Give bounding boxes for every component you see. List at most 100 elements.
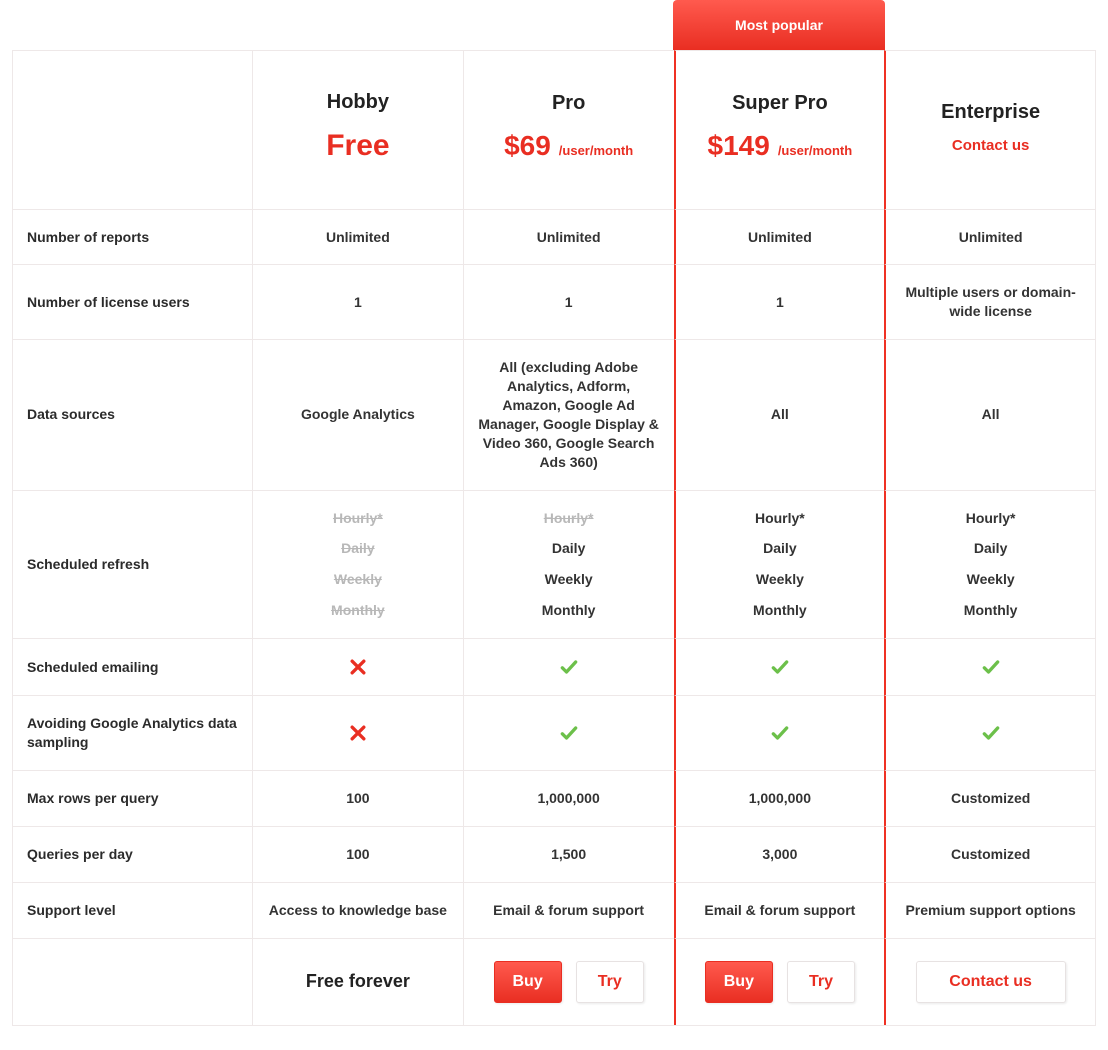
feature-cell: Access to knowledge base	[252, 882, 463, 938]
feature-value: Email & forum support	[704, 901, 855, 920]
pricing-table-wrap: Most popular Hobby Free Pro $69 /user/mo…	[0, 0, 1108, 1050]
feature-cell	[884, 695, 1095, 770]
feature-cell: 1,000,000	[674, 770, 885, 826]
feature-value: Access to knowledge base	[269, 901, 447, 920]
plan-price-per: /user/month	[559, 142, 633, 160]
feature-cell: All	[674, 339, 885, 489]
feature-cell: Hourly* Daily Weekly Monthly	[674, 490, 885, 639]
check-icon	[559, 723, 579, 743]
feature-value: Premium support options	[905, 901, 1075, 920]
plan-header: Enterprise Contact us	[884, 50, 1095, 209]
feature-value: Unlimited	[748, 228, 812, 247]
feature-label: Scheduled emailing	[12, 638, 252, 695]
feature-cell: 100	[252, 770, 463, 826]
feature-cell: Unlimited	[463, 209, 674, 265]
feature-cell: Hourly*DailyWeeklyMonthly	[884, 490, 1095, 639]
feature-cell	[674, 695, 885, 770]
check-icon	[981, 723, 1001, 743]
feature-cell: Unlimited	[252, 209, 463, 265]
buy-button[interactable]: Buy	[494, 961, 562, 1003]
feature-label: Max rows per query	[12, 770, 252, 826]
free-forever-label: Free forever	[306, 969, 410, 993]
plan-price: $69	[504, 127, 551, 165]
check-icon	[559, 657, 579, 677]
refresh-option: Monthly	[542, 601, 596, 620]
contact-button[interactable]: Contact us	[916, 961, 1066, 1003]
badge-spacer	[252, 0, 463, 50]
badge-spacer	[12, 0, 252, 50]
refresh-option: Weekly	[334, 570, 382, 589]
try-button[interactable]: Try	[787, 961, 855, 1003]
feature-label: Scheduled refresh	[12, 490, 252, 639]
feature-value: 1,000,000	[537, 789, 599, 808]
plan-name: Super Pro	[732, 90, 828, 117]
feature-cell: Multiple users or domain-wide license	[884, 264, 1095, 339]
plan-price: $149	[708, 127, 770, 165]
feature-label: Data sources	[12, 339, 252, 489]
feature-value: All	[771, 405, 789, 424]
feature-cell	[252, 638, 463, 695]
plan-cta-cell: Free forever	[252, 938, 463, 1025]
feature-value: 3,000	[762, 845, 797, 864]
refresh-option: Hourly*	[966, 509, 1016, 528]
check-icon	[770, 723, 790, 743]
refresh-option: Monthly	[753, 601, 807, 620]
refresh-option: Daily	[763, 539, 796, 558]
refresh-option: Hourly*	[333, 509, 383, 528]
feature-cell: Customized	[884, 770, 1095, 826]
feature-cell: Customized	[884, 826, 1095, 882]
feature-cell: Premium support options	[884, 882, 1095, 938]
feature-cell: Google Analytics	[252, 339, 463, 489]
feature-cell: Email & forum support	[463, 882, 674, 938]
feature-label: Queries per day	[12, 826, 252, 882]
cross-icon	[348, 723, 368, 743]
plan-cta-cell: Contact us	[884, 938, 1095, 1025]
cross-icon	[348, 657, 368, 677]
feature-label: Support level	[12, 882, 252, 938]
feature-label: Number of reports	[12, 209, 252, 265]
plan-cta-cell: Buy Try	[674, 938, 885, 1025]
feature-cell	[884, 638, 1095, 695]
plan-price: Free	[326, 126, 389, 167]
try-button[interactable]: Try	[576, 961, 644, 1003]
buy-button[interactable]: Buy	[705, 961, 773, 1003]
feature-cell: 1	[463, 264, 674, 339]
feature-value: 1	[354, 293, 362, 312]
refresh-option: Weekly	[545, 570, 593, 589]
feature-value: Customized	[951, 789, 1030, 808]
plan-header: Hobby Free	[252, 50, 463, 209]
feature-cell: All	[884, 339, 1095, 489]
check-icon	[770, 657, 790, 677]
feature-cell	[252, 695, 463, 770]
refresh-options: Hourly*DailyWeeklyMonthly	[267, 509, 449, 621]
feature-value: Customized	[951, 845, 1030, 864]
refresh-option: Weekly	[756, 570, 804, 589]
feature-cell: Hourly*DailyWeeklyMonthly	[463, 490, 674, 639]
badge-spacer	[463, 0, 674, 50]
refresh-options: Hourly*DailyWeeklyMonthly	[478, 509, 660, 621]
feature-cell: 100	[252, 826, 463, 882]
contact-link[interactable]: Contact us	[952, 136, 1030, 156]
feature-label: Number of license users	[12, 264, 252, 339]
refresh-option: Hourly*	[544, 509, 594, 528]
feature-value: Multiple users or domain-wide license	[900, 283, 1081, 321]
plan-price-per: /user/month	[778, 142, 852, 160]
feature-value: Unlimited	[537, 228, 601, 247]
feature-cell	[463, 695, 674, 770]
footer-spacer	[12, 938, 252, 1025]
plan-price-line: $69 /user/month	[504, 127, 633, 165]
refresh-option: Hourly*	[755, 509, 805, 528]
feature-cell: Unlimited	[884, 209, 1095, 265]
plan-price-line: $149 /user/month	[708, 127, 853, 165]
refresh-option: Monthly	[964, 601, 1018, 620]
plan-header: Pro $69 /user/month	[463, 50, 674, 209]
pricing-grid: Hobby Free Pro $69 /user/month Super Pro…	[12, 50, 1096, 1026]
feature-label: Avoiding Google Analytics data sampling	[12, 695, 252, 770]
plan-name: Hobby	[327, 89, 389, 116]
feature-value: Email & forum support	[493, 901, 644, 920]
feature-cell: 3,000	[674, 826, 885, 882]
feature-cell: Unlimited	[674, 209, 885, 265]
feature-value: 1,000,000	[749, 789, 811, 808]
refresh-option: Monthly	[331, 601, 385, 620]
feature-cell: 1,000,000	[463, 770, 674, 826]
